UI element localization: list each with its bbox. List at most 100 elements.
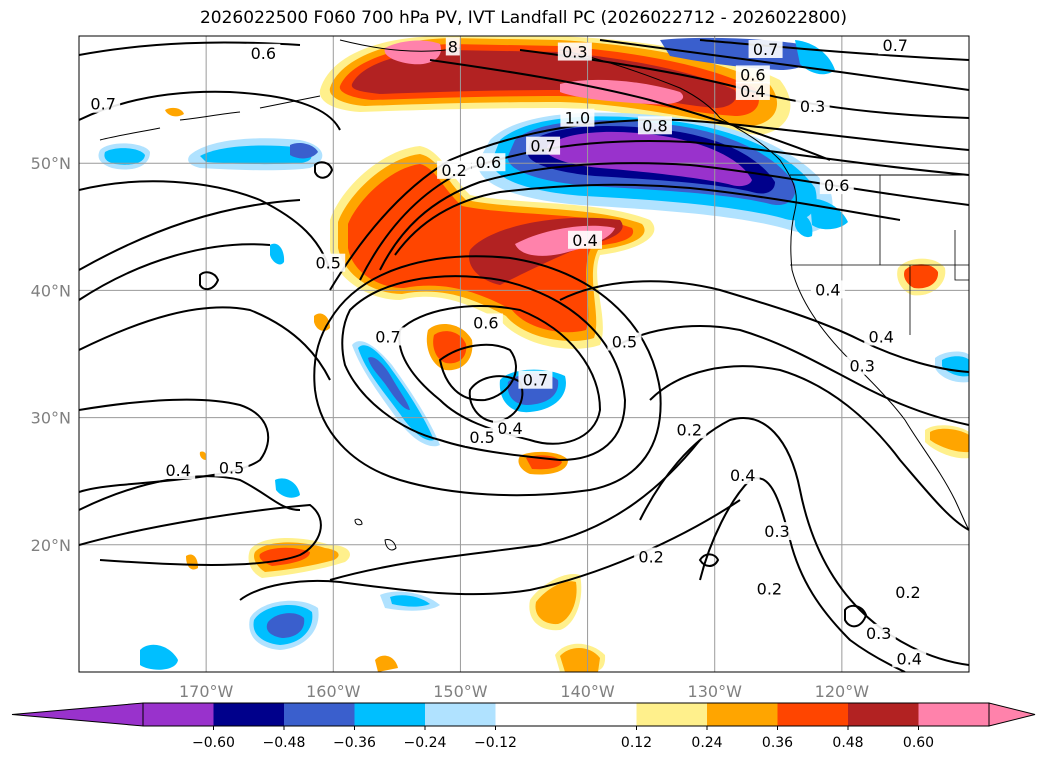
- contour-label: 0.8: [642, 116, 667, 135]
- contour-label: 0.4: [897, 649, 922, 668]
- contour-line: [239, 499, 741, 601]
- colorbar-segment: [636, 703, 707, 726]
- contour-label: 0.7: [375, 327, 400, 346]
- contour-label-background: [819, 176, 854, 195]
- colorbar-segment: [213, 703, 284, 726]
- contour-label-background: [437, 160, 472, 179]
- colorbar-segment: [707, 703, 778, 726]
- contour-label-background: [568, 230, 603, 249]
- shaded-region: [795, 213, 813, 238]
- contour-line: [79, 180, 331, 271]
- contour-label: 0.4: [572, 231, 597, 250]
- contour-line: [698, 553, 720, 567]
- contour-label: 0.5: [612, 333, 637, 352]
- colorbar-tick-label: 0.48: [832, 735, 863, 751]
- contour-label: 0.6: [740, 65, 765, 84]
- shaded-region: [266, 613, 305, 638]
- colorbar-segment: [354, 703, 425, 726]
- contour-line: [314, 161, 334, 179]
- contour-line: [79, 503, 322, 566]
- contour-label: 1.0: [565, 109, 590, 128]
- contour-label-background: [890, 583, 925, 602]
- contour-label: 0.4: [815, 280, 840, 299]
- contour-label: 0.5: [219, 458, 244, 477]
- island-hawaii: [354, 518, 397, 551]
- colorbar-segment: [143, 703, 214, 726]
- contour-label: 0.7: [523, 371, 548, 390]
- colorbar-extend-low: [11, 702, 144, 727]
- contour-line: [649, 365, 969, 531]
- contour-label-background: [518, 370, 553, 389]
- contour-label-background: [471, 153, 506, 172]
- shaded-region: [375, 655, 398, 672]
- colorbar-extend-high: [988, 702, 1036, 727]
- contour-line: [329, 439, 701, 581]
- shaded-region: [368, 357, 410, 410]
- colorbar-frame: [142, 702, 990, 727]
- coastline-north-america: [719, 117, 969, 531]
- shaded-region: [290, 142, 318, 159]
- figure-title: 2026022500 F060 700 hPa PV, IVT Landfall…: [199, 8, 847, 28]
- lon-tick-label: 150°W: [433, 682, 488, 701]
- contour-label-background: [634, 547, 669, 566]
- contour-line: [699, 39, 969, 61]
- colorbar-segment: [425, 703, 496, 726]
- shaded-region: [104, 148, 145, 165]
- shaded-region: [199, 451, 207, 460]
- colorbar-segment: [848, 703, 919, 726]
- contour-line: [429, 59, 831, 161]
- shaded-region: [275, 478, 300, 498]
- contour-label: 0.4: [869, 327, 894, 346]
- colorbar-segment: [918, 703, 989, 726]
- latitude-tick-labels: 50°N 40°N 30°N 20°N: [31, 154, 71, 555]
- contour-label-background: [607, 332, 642, 351]
- lon-tick-label: 160°W: [306, 682, 361, 701]
- contour-label: 0.2: [638, 548, 663, 567]
- shaded-region: [535, 581, 577, 625]
- contour-label: 0.4: [730, 466, 755, 485]
- lat-tick-label: 50°N: [31, 154, 71, 173]
- lon-tick-label: 170°W: [179, 682, 234, 701]
- contour-label-background: [725, 466, 760, 485]
- contour-line: [313, 255, 662, 497]
- contour-label-background: [735, 81, 770, 100]
- colorbar-tick-label: −0.12: [474, 735, 517, 751]
- contour-label: 0.6: [476, 153, 501, 172]
- contour-line: [559, 280, 969, 373]
- colorbar-segment: [284, 703, 355, 726]
- contour-label: 0.3: [800, 97, 825, 116]
- contour-label-background: [748, 39, 783, 58]
- colorbar-tick-label: 0.24: [691, 735, 722, 751]
- contour-label: 0.5: [469, 428, 494, 447]
- contour-label-background: [311, 253, 346, 272]
- contour-label: 0.2: [677, 420, 702, 439]
- colorbar-tick-label: 0.36: [762, 735, 793, 751]
- contour-label-background: [246, 43, 281, 62]
- lat-tick-label: 20°N: [31, 536, 71, 555]
- shaded-region: [930, 428, 969, 453]
- shaded-region: [560, 647, 600, 672]
- contour-label-background: [810, 280, 845, 299]
- contour-label-background: [864, 327, 899, 346]
- colorbar-tick-label: −0.24: [404, 735, 447, 751]
- contour-label-background: [752, 579, 787, 598]
- lat-tick-label: 30°N: [31, 409, 71, 428]
- contour-labels: 0.60.78 0.3 0.7 0.70.60.40.31.00.60.70.80.2…: [86, 36, 927, 668]
- map-panel: 0.60.78 0.3 0.7 0.70.60.40.31.00.60.70.80.2…: [78, 35, 970, 673]
- contour-label-background: [445, 37, 460, 56]
- contour-label-background: [892, 649, 927, 668]
- shaded-region: [200, 145, 312, 165]
- contour-line: [199, 271, 220, 291]
- contour-line: [79, 475, 301, 511]
- colorbar: −0.60 −0.48 −0.36 −0.24 −0.12 0.12 0.24 0.36 0.4…: [11, 702, 1036, 751]
- shaded-region: [270, 243, 285, 265]
- contour-label-background: [468, 313, 503, 332]
- contour-line: [599, 39, 969, 91]
- contour-label: 0.6: [251, 44, 276, 63]
- colorbar-segment: [777, 703, 848, 726]
- contour-label-background: [493, 419, 528, 438]
- contour-label-background: [526, 136, 561, 155]
- contour-label-background: [637, 116, 672, 135]
- contour-line: [79, 199, 301, 301]
- shaded-region: [904, 264, 939, 289]
